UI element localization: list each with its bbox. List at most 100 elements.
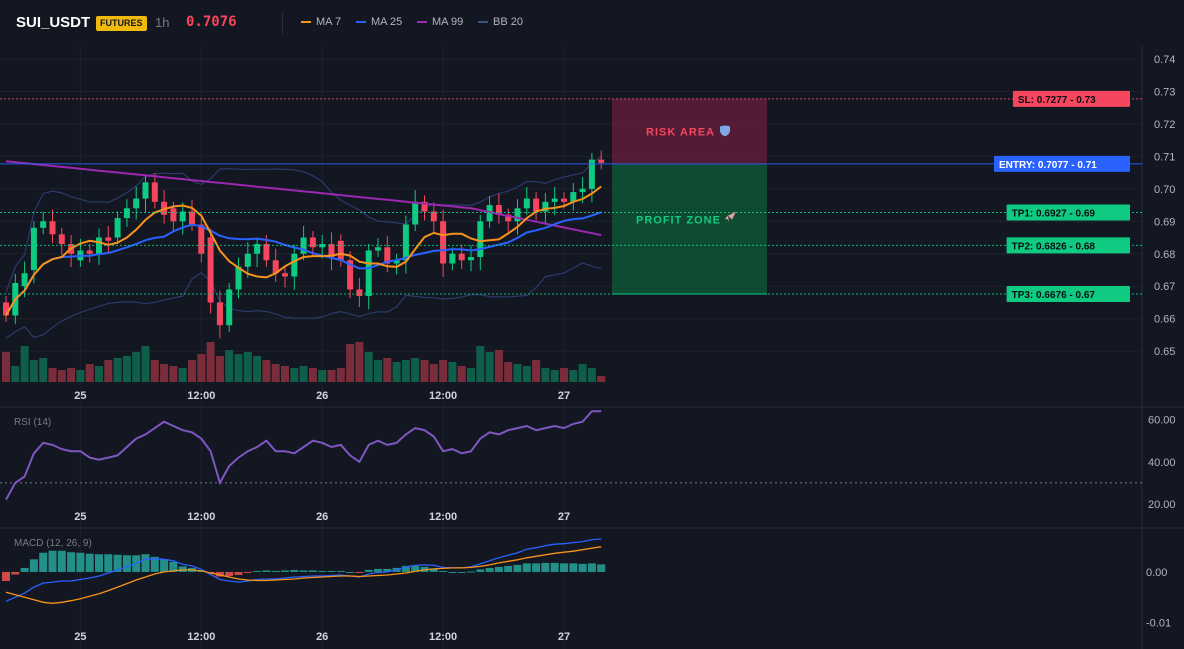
volume-bar — [401, 360, 410, 382]
candle-body — [309, 237, 316, 248]
candle-body — [384, 247, 391, 264]
macd-histogram-bar — [122, 555, 131, 572]
candle-body — [486, 205, 493, 222]
ma25-swatch — [356, 21, 366, 23]
macd-histogram-bar — [513, 564, 522, 572]
macd-histogram-bar — [336, 570, 345, 572]
ma99-line — [5, 160, 602, 237]
candle-body — [226, 289, 233, 326]
volume-bar — [29, 360, 38, 382]
time-tick-label: 26 — [316, 390, 328, 402]
macd-histogram-bar — [467, 571, 475, 573]
legend-bb20[interactable]: BB 20 — [478, 16, 523, 28]
volume-bar — [197, 354, 206, 382]
ma7-line — [5, 185, 602, 316]
macd-histogram-bar — [57, 550, 66, 572]
time-tick-label: 12:00 — [187, 631, 215, 643]
candle-body — [40, 221, 47, 228]
candle-body — [430, 211, 437, 222]
candle-body — [328, 244, 335, 258]
macd-histogram-bar — [429, 568, 438, 572]
ma99-swatch — [417, 21, 427, 23]
candle-body — [272, 260, 279, 274]
volume-bar — [215, 356, 224, 382]
volume-bar — [522, 366, 531, 382]
macd-histogram-bar — [141, 554, 150, 572]
candle-body — [588, 159, 595, 189]
candle-body — [300, 237, 307, 254]
macd-histogram-bar — [20, 567, 29, 572]
candle-body — [561, 198, 567, 202]
level-tag-tp — [1006, 237, 1130, 254]
volume-bar — [206, 342, 215, 382]
level-tag-label: TP1: 0.6927 - 0.69 — [1012, 209, 1096, 220]
price-tick-label: 0.74 — [1154, 54, 1175, 66]
volume-bar — [485, 352, 494, 382]
price-tick-label: 0.70 — [1154, 184, 1175, 196]
macd-histogram-bar — [532, 563, 541, 572]
level-tag-label: SL: 0.7277 - 0.73 — [1018, 95, 1096, 106]
volume-bar — [234, 354, 243, 382]
candle-body — [542, 201, 549, 212]
time-tick-label: 26 — [316, 511, 328, 523]
volume-bar — [20, 346, 29, 382]
volume-bar — [150, 360, 159, 382]
candle-body — [449, 253, 456, 264]
macd-histogram-bar — [262, 570, 271, 572]
legend-bb20-label: BB 20 — [493, 16, 523, 28]
volume-bar — [104, 360, 113, 382]
risk-area-label: RISK AREA — [646, 126, 715, 138]
macd-histogram-bar — [76, 552, 85, 572]
candle-body — [505, 214, 512, 222]
candle-body — [151, 182, 158, 202]
volume-bar — [420, 360, 429, 382]
candle-body — [347, 260, 354, 290]
candle-body — [282, 273, 288, 277]
macd-histogram-bar — [281, 570, 289, 572]
macd-histogram-bar — [2, 571, 10, 582]
level-tag-entry — [994, 155, 1130, 172]
legend-ma99[interactable]: MA 99 — [417, 16, 463, 28]
candle-body — [254, 244, 261, 254]
macd-histogram-bar — [318, 570, 327, 572]
timeframe-label[interactable]: 1h — [155, 15, 170, 30]
candle-body — [551, 198, 558, 202]
macd-histogram-bar — [11, 571, 20, 575]
candle-body — [3, 302, 9, 316]
price-tick-label: 0.68 — [1154, 249, 1175, 261]
macd-histogram-bar — [364, 569, 373, 572]
volume-bar — [448, 362, 457, 382]
legend-ma7[interactable]: MA 7 — [301, 16, 341, 28]
level-tag-label: ENTRY: 0.7077 - 0.71 — [999, 160, 1097, 171]
macd-tick-label: -0.01 — [1146, 617, 1171, 629]
volume-bar — [178, 368, 187, 382]
volume-bar — [11, 366, 20, 382]
volume-bar — [374, 360, 382, 382]
price-tick-label: 0.72 — [1154, 119, 1175, 131]
volume-bar — [253, 356, 262, 382]
volume-bar — [364, 352, 373, 382]
candle-body — [207, 237, 214, 303]
time-tick-label: 12:00 — [429, 511, 457, 523]
volume-bar — [188, 360, 196, 382]
macd-tick-label: 0.00 — [1146, 567, 1167, 579]
macd-histogram-bar — [569, 563, 578, 572]
legend-ma7-label: MA 7 — [316, 16, 342, 28]
candle-body — [421, 201, 428, 212]
macd-histogram-bar — [522, 563, 531, 572]
candle-body — [216, 302, 223, 326]
volume-bar — [550, 370, 559, 382]
legend-ma25[interactable]: MA 25 — [356, 16, 402, 28]
volume-bar — [113, 358, 122, 382]
candle-body — [291, 253, 298, 277]
macd-histogram-bar — [160, 559, 169, 572]
symbol-title[interactable]: SUI_USDT — [16, 14, 91, 31]
shield-icon — [720, 125, 730, 137]
macd-histogram-bar — [485, 567, 494, 572]
futures-badge: FUTURES — [96, 16, 147, 31]
candle-body — [189, 211, 195, 225]
volume-bar — [355, 342, 364, 382]
time-tick-label: 27 — [558, 511, 570, 523]
legend-ma25-label: MA 25 — [371, 16, 403, 28]
